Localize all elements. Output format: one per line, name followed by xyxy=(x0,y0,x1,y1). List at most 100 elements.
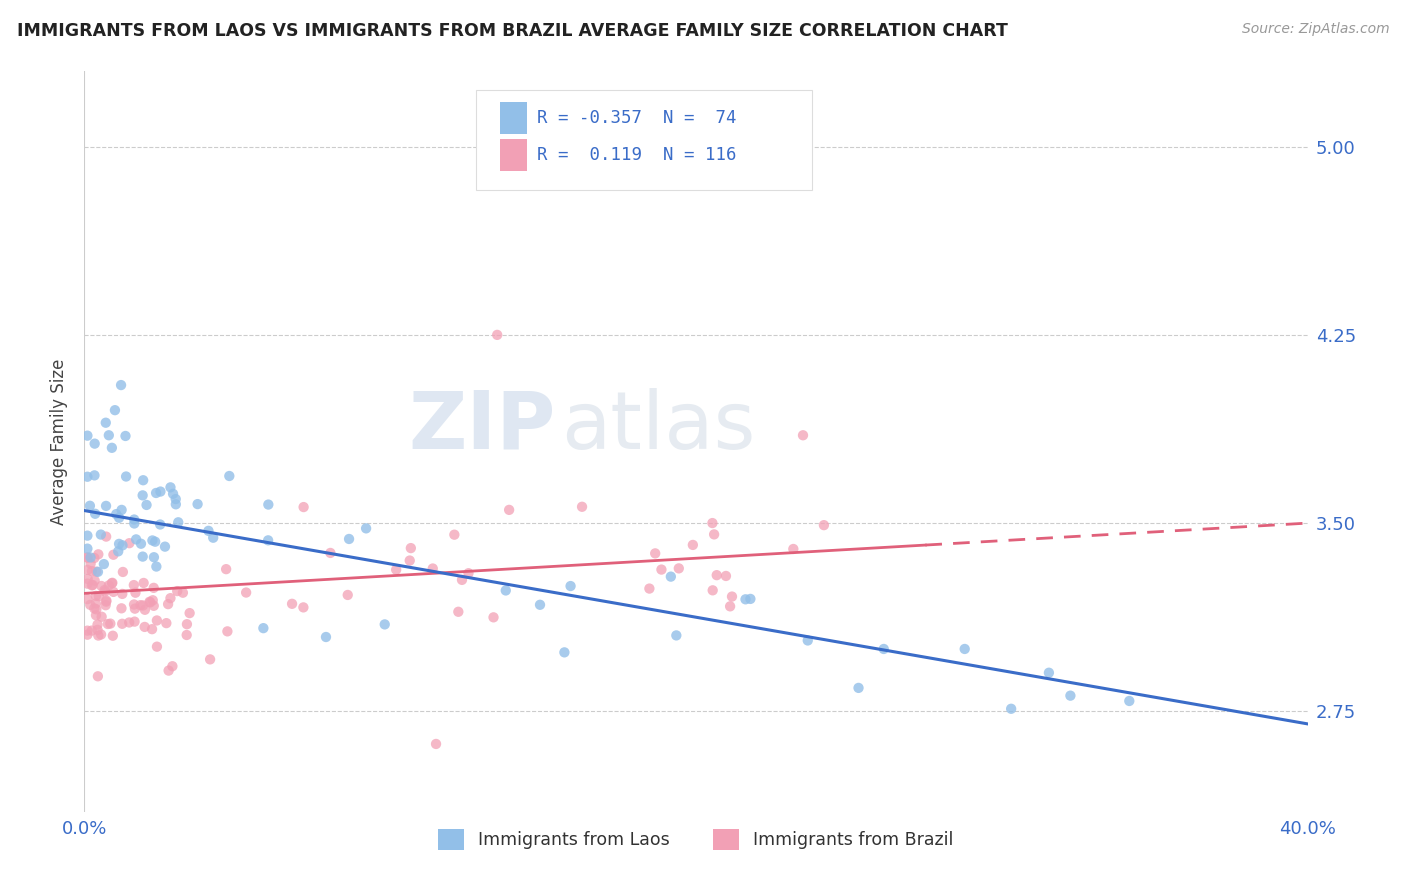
Point xyxy=(82,578,104,592)
Point xyxy=(167,516,190,530)
Point xyxy=(457,566,479,581)
Point xyxy=(110,601,132,615)
Point xyxy=(644,546,666,560)
Point xyxy=(560,579,582,593)
Point xyxy=(292,600,315,615)
Text: atlas: atlas xyxy=(561,388,756,466)
Point xyxy=(96,595,118,609)
Point xyxy=(139,595,162,609)
Point xyxy=(202,531,225,545)
Point xyxy=(336,588,359,602)
Point xyxy=(134,620,156,634)
Point xyxy=(1118,694,1140,708)
Point xyxy=(292,500,315,514)
Point xyxy=(740,591,762,606)
Point xyxy=(571,500,593,514)
Point xyxy=(132,549,155,564)
Point xyxy=(145,486,167,500)
Point xyxy=(718,599,741,614)
FancyBboxPatch shape xyxy=(501,139,527,170)
Point xyxy=(155,616,177,631)
Point xyxy=(218,469,240,483)
Point xyxy=(83,436,105,450)
Point xyxy=(159,591,181,606)
Point xyxy=(76,550,98,565)
Point xyxy=(281,597,304,611)
Point xyxy=(734,592,756,607)
Point xyxy=(706,568,728,582)
Point xyxy=(83,601,105,615)
Point xyxy=(145,559,167,574)
Point xyxy=(498,503,520,517)
Point xyxy=(76,541,98,556)
Point xyxy=(122,598,145,612)
Point xyxy=(792,428,814,442)
Point xyxy=(131,488,153,502)
Point xyxy=(443,527,465,541)
Point xyxy=(1000,702,1022,716)
Point xyxy=(105,507,128,521)
Point xyxy=(638,582,661,596)
Point xyxy=(797,633,820,648)
Point xyxy=(702,516,724,530)
Point xyxy=(129,598,152,612)
Point xyxy=(217,624,239,639)
Point xyxy=(118,536,141,550)
Point xyxy=(125,533,148,547)
Point xyxy=(149,517,172,532)
Point xyxy=(83,551,105,566)
Point xyxy=(122,578,145,592)
Point xyxy=(659,569,682,583)
Point xyxy=(172,585,194,599)
Point xyxy=(159,480,181,494)
Point xyxy=(94,598,117,612)
Point xyxy=(135,498,157,512)
Point xyxy=(398,553,420,567)
Point xyxy=(166,584,188,599)
Point xyxy=(162,487,184,501)
Point xyxy=(114,429,136,443)
Legend: Immigrants from Laos, Immigrants from Brazil: Immigrants from Laos, Immigrants from Br… xyxy=(430,820,962,859)
Point xyxy=(76,529,98,543)
Text: R = -0.357  N =  74: R = -0.357 N = 74 xyxy=(537,109,737,127)
Point xyxy=(93,583,115,598)
Point xyxy=(110,378,132,392)
Point xyxy=(84,507,107,521)
Point xyxy=(94,416,117,430)
Point xyxy=(94,530,117,544)
Point xyxy=(87,629,110,643)
Point xyxy=(1059,689,1081,703)
Point xyxy=(319,546,342,560)
Point xyxy=(129,537,152,551)
Point xyxy=(315,630,337,644)
Point xyxy=(146,614,169,628)
Point xyxy=(447,605,470,619)
Point xyxy=(703,527,725,541)
Point xyxy=(721,590,744,604)
Point xyxy=(84,565,107,579)
Point xyxy=(176,628,198,642)
Point xyxy=(94,584,117,599)
Point xyxy=(118,615,141,630)
Point xyxy=(76,428,98,442)
Point xyxy=(76,469,98,483)
Point xyxy=(124,615,146,629)
Point xyxy=(101,575,124,590)
Point xyxy=(132,576,155,591)
Point xyxy=(142,599,165,613)
Point xyxy=(104,403,127,417)
Point xyxy=(157,664,180,678)
Point xyxy=(79,598,101,612)
Point xyxy=(111,587,134,601)
Point xyxy=(1038,665,1060,680)
Point xyxy=(134,603,156,617)
Point xyxy=(702,583,724,598)
Point xyxy=(142,581,165,595)
Point xyxy=(124,601,146,615)
Point xyxy=(665,628,688,642)
Point xyxy=(141,622,163,636)
Point xyxy=(142,550,165,565)
Point xyxy=(235,585,257,599)
Point xyxy=(90,609,112,624)
Point xyxy=(451,573,474,587)
